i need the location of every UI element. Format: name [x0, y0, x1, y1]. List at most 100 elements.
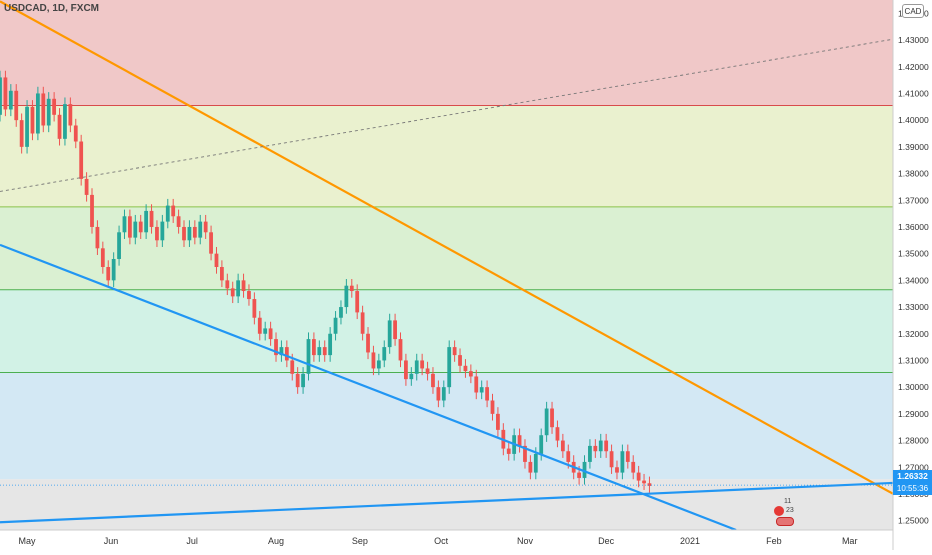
candle-body [155, 226, 159, 241]
candle-body [127, 216, 132, 238]
y-tick-label: 1.38000 [898, 169, 929, 179]
candle [182, 220, 186, 247]
candle [647, 476, 652, 493]
candle-body [647, 483, 652, 486]
y-axis: 1.440001.430001.420001.410001.400001.390… [892, 0, 932, 550]
candle [133, 214, 138, 245]
candle-body [171, 205, 176, 217]
y-tick-label: 1.37000 [898, 195, 929, 205]
candle-body [68, 104, 73, 126]
candle-body [452, 347, 457, 356]
trendline-blue [0, 480, 932, 524]
candle-body [593, 445, 598, 452]
candle-body [241, 280, 246, 292]
candle [328, 327, 333, 362]
y-tick-label: 1.33000 [898, 302, 929, 312]
candle-body [203, 221, 208, 233]
event-count: 11 [784, 498, 792, 505]
candle-body [301, 373, 305, 388]
candle [52, 92, 57, 122]
zone-band-0 [0, 0, 893, 106]
candle-body [220, 267, 224, 281]
candle-body [506, 448, 511, 454]
candle [106, 260, 111, 288]
x-tick-label: Dec [598, 536, 615, 546]
candle-body [52, 98, 57, 115]
x-tick-label: Mar [842, 536, 858, 546]
candle-body [360, 312, 365, 334]
candle [425, 361, 430, 381]
candle [523, 439, 527, 469]
candle [544, 401, 549, 442]
y-tick-label: 1.29000 [898, 409, 929, 419]
candle-body [144, 210, 149, 233]
candle-body [263, 328, 268, 334]
candle-body [149, 210, 154, 227]
candle-body [117, 232, 121, 259]
candle [3, 70, 8, 117]
candle [306, 332, 311, 381]
candle [447, 340, 452, 394]
candle-body [468, 371, 473, 377]
candle [0, 70, 2, 122]
candle [458, 348, 462, 373]
candle [312, 332, 316, 362]
candle-body [577, 472, 581, 478]
candle-body [387, 320, 392, 348]
candle-body [550, 408, 554, 428]
y-tick-label: 1.36000 [898, 222, 929, 232]
candle-body [19, 120, 24, 147]
candle [160, 214, 165, 247]
events-badge[interactable]: 11 23 [774, 498, 800, 528]
candle-body [230, 288, 235, 297]
candle-body [544, 408, 549, 436]
x-tick-label: Sep [352, 536, 368, 546]
candle-body [79, 141, 84, 179]
candle-body [523, 445, 527, 462]
x-tick-label: 2021 [680, 536, 700, 546]
candle [490, 393, 495, 421]
candle-body [393, 320, 397, 340]
candle [436, 380, 441, 408]
candle-body [431, 373, 435, 388]
candle-body [458, 355, 462, 366]
candle-body [95, 226, 100, 249]
x-tick-label: Oct [434, 536, 449, 546]
candle [485, 380, 489, 408]
candle [247, 284, 251, 306]
candle [631, 455, 636, 480]
candle [8, 84, 13, 117]
candle [301, 367, 305, 394]
candle-body [615, 467, 619, 473]
candle-body [441, 387, 446, 401]
y-tick-label: 1.35000 [898, 249, 929, 259]
y-tick-label: 1.43000 [898, 35, 929, 45]
trendline-orange [0, 0, 932, 517]
candle-body [252, 299, 257, 318]
candle [35, 86, 40, 141]
candle-body [604, 440, 609, 452]
candle-body [566, 451, 571, 462]
candle [122, 209, 127, 239]
candle [322, 340, 327, 362]
candle-body [349, 285, 354, 292]
candle [230, 281, 235, 304]
candle-body [322, 347, 327, 356]
candle [382, 340, 387, 368]
candle [598, 433, 603, 458]
candle-body [312, 339, 316, 356]
candle [19, 113, 24, 154]
candle [593, 439, 598, 458]
symbol-label[interactable]: USDCAD, 1D, FXCM [4, 3, 100, 14]
candle-body [409, 373, 414, 380]
candle-body [8, 90, 13, 110]
candle [144, 204, 149, 239]
candle [90, 188, 94, 234]
candle [414, 353, 419, 381]
candle-body [485, 387, 489, 401]
candle [171, 198, 176, 223]
candle [68, 97, 73, 133]
currency-button[interactable]: CAD [902, 4, 924, 18]
